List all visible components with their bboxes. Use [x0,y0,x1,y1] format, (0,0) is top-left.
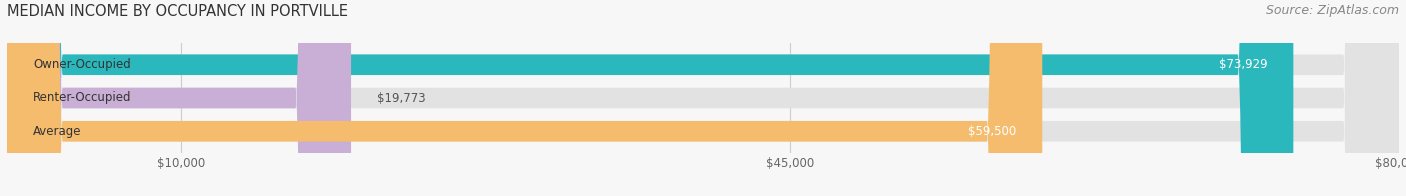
Text: Source: ZipAtlas.com: Source: ZipAtlas.com [1265,4,1399,17]
Text: Renter-Occupied: Renter-Occupied [34,92,132,104]
Text: $73,929: $73,929 [1219,58,1267,71]
FancyBboxPatch shape [7,0,1294,196]
Text: Owner-Occupied: Owner-Occupied [34,58,131,71]
FancyBboxPatch shape [7,0,351,196]
Text: $19,773: $19,773 [377,92,426,104]
Text: Average: Average [34,125,82,138]
FancyBboxPatch shape [7,0,1399,196]
FancyBboxPatch shape [7,0,1042,196]
Text: MEDIAN INCOME BY OCCUPANCY IN PORTVILLE: MEDIAN INCOME BY OCCUPANCY IN PORTVILLE [7,4,349,19]
FancyBboxPatch shape [7,0,1399,196]
Text: $59,500: $59,500 [967,125,1017,138]
FancyBboxPatch shape [7,0,1399,196]
